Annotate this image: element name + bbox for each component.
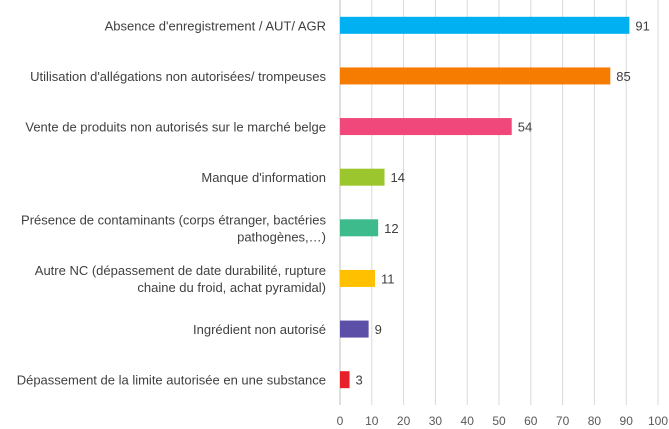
category-label: Manque d'information bbox=[201, 170, 326, 185]
category-label-line: Dépassement de la limite autorisée en un… bbox=[17, 373, 326, 388]
category-label: Absence d'enregistrement / AUT/ AGR bbox=[105, 18, 326, 33]
x-tick-label: 100 bbox=[648, 414, 668, 428]
x-tick-label: 40 bbox=[461, 414, 475, 428]
data-label: 91 bbox=[635, 18, 649, 33]
x-tick-label: 10 bbox=[365, 414, 379, 428]
category-label-line: Utilisation d'allégations non autorisées… bbox=[30, 69, 326, 84]
category-label-line: Ingrédient non autorisé bbox=[193, 322, 326, 337]
category-label: Dépassement de la limite autorisée en un… bbox=[17, 373, 326, 388]
category-label: Autre NC (dépassement de date durabilité… bbox=[35, 263, 326, 295]
x-tick-label: 70 bbox=[556, 414, 570, 428]
category-labels: Absence d'enregistrement / AUT/ AGR Utili… bbox=[17, 18, 327, 387]
x-axis-ticks: 0 10 20 30 40 50 60 70 80 90 100 bbox=[337, 414, 669, 428]
data-label: 54 bbox=[518, 120, 532, 135]
bar bbox=[340, 219, 379, 237]
data-label: 14 bbox=[391, 170, 405, 185]
bars bbox=[340, 16, 630, 389]
category-label-line: Manque d'information bbox=[201, 170, 326, 185]
category-label: Ingrédient non autorisé bbox=[193, 322, 326, 337]
x-tick-label: 90 bbox=[620, 414, 634, 428]
category-label-line: Absence d'enregistrement / AUT/ AGR bbox=[105, 18, 326, 33]
category-label-line: Présence de contaminants (corps étranger… bbox=[21, 212, 326, 227]
x-tick-label: 0 bbox=[337, 414, 344, 428]
data-label: 12 bbox=[384, 221, 398, 236]
bar bbox=[340, 118, 512, 136]
x-tick-label: 20 bbox=[397, 414, 411, 428]
data-label: 11 bbox=[381, 271, 395, 286]
data-label: 9 bbox=[375, 322, 382, 337]
value-labels: 91 85 54 14 12 11 9 3 bbox=[356, 18, 650, 387]
grid-lines bbox=[339, 0, 659, 405]
x-tick-label: 80 bbox=[588, 414, 602, 428]
category-label-line: Vente de produits non autorisés sur le m… bbox=[25, 120, 326, 135]
x-tick-label: 60 bbox=[524, 414, 538, 428]
category-label: Utilisation d'allégations non autorisées… bbox=[30, 69, 326, 84]
data-label: 3 bbox=[356, 373, 363, 388]
bar bbox=[340, 16, 630, 34]
bar bbox=[340, 269, 375, 287]
category-label-line: chaine du froid, achat pyramidal) bbox=[137, 280, 326, 295]
category-label: Vente de produits non autorisés sur le m… bbox=[25, 120, 326, 135]
bar bbox=[340, 168, 385, 186]
category-label-line: pathogènes,…) bbox=[237, 229, 326, 244]
x-tick-label: 30 bbox=[429, 414, 443, 428]
category-label: Présence de contaminants (corps étranger… bbox=[21, 212, 326, 244]
bar bbox=[340, 371, 350, 389]
bar bbox=[340, 67, 611, 85]
x-tick-label: 50 bbox=[492, 414, 506, 428]
data-label: 85 bbox=[616, 69, 630, 84]
bar bbox=[340, 320, 369, 338]
category-label-line: Autre NC (dépassement de date durabilité… bbox=[35, 263, 326, 278]
